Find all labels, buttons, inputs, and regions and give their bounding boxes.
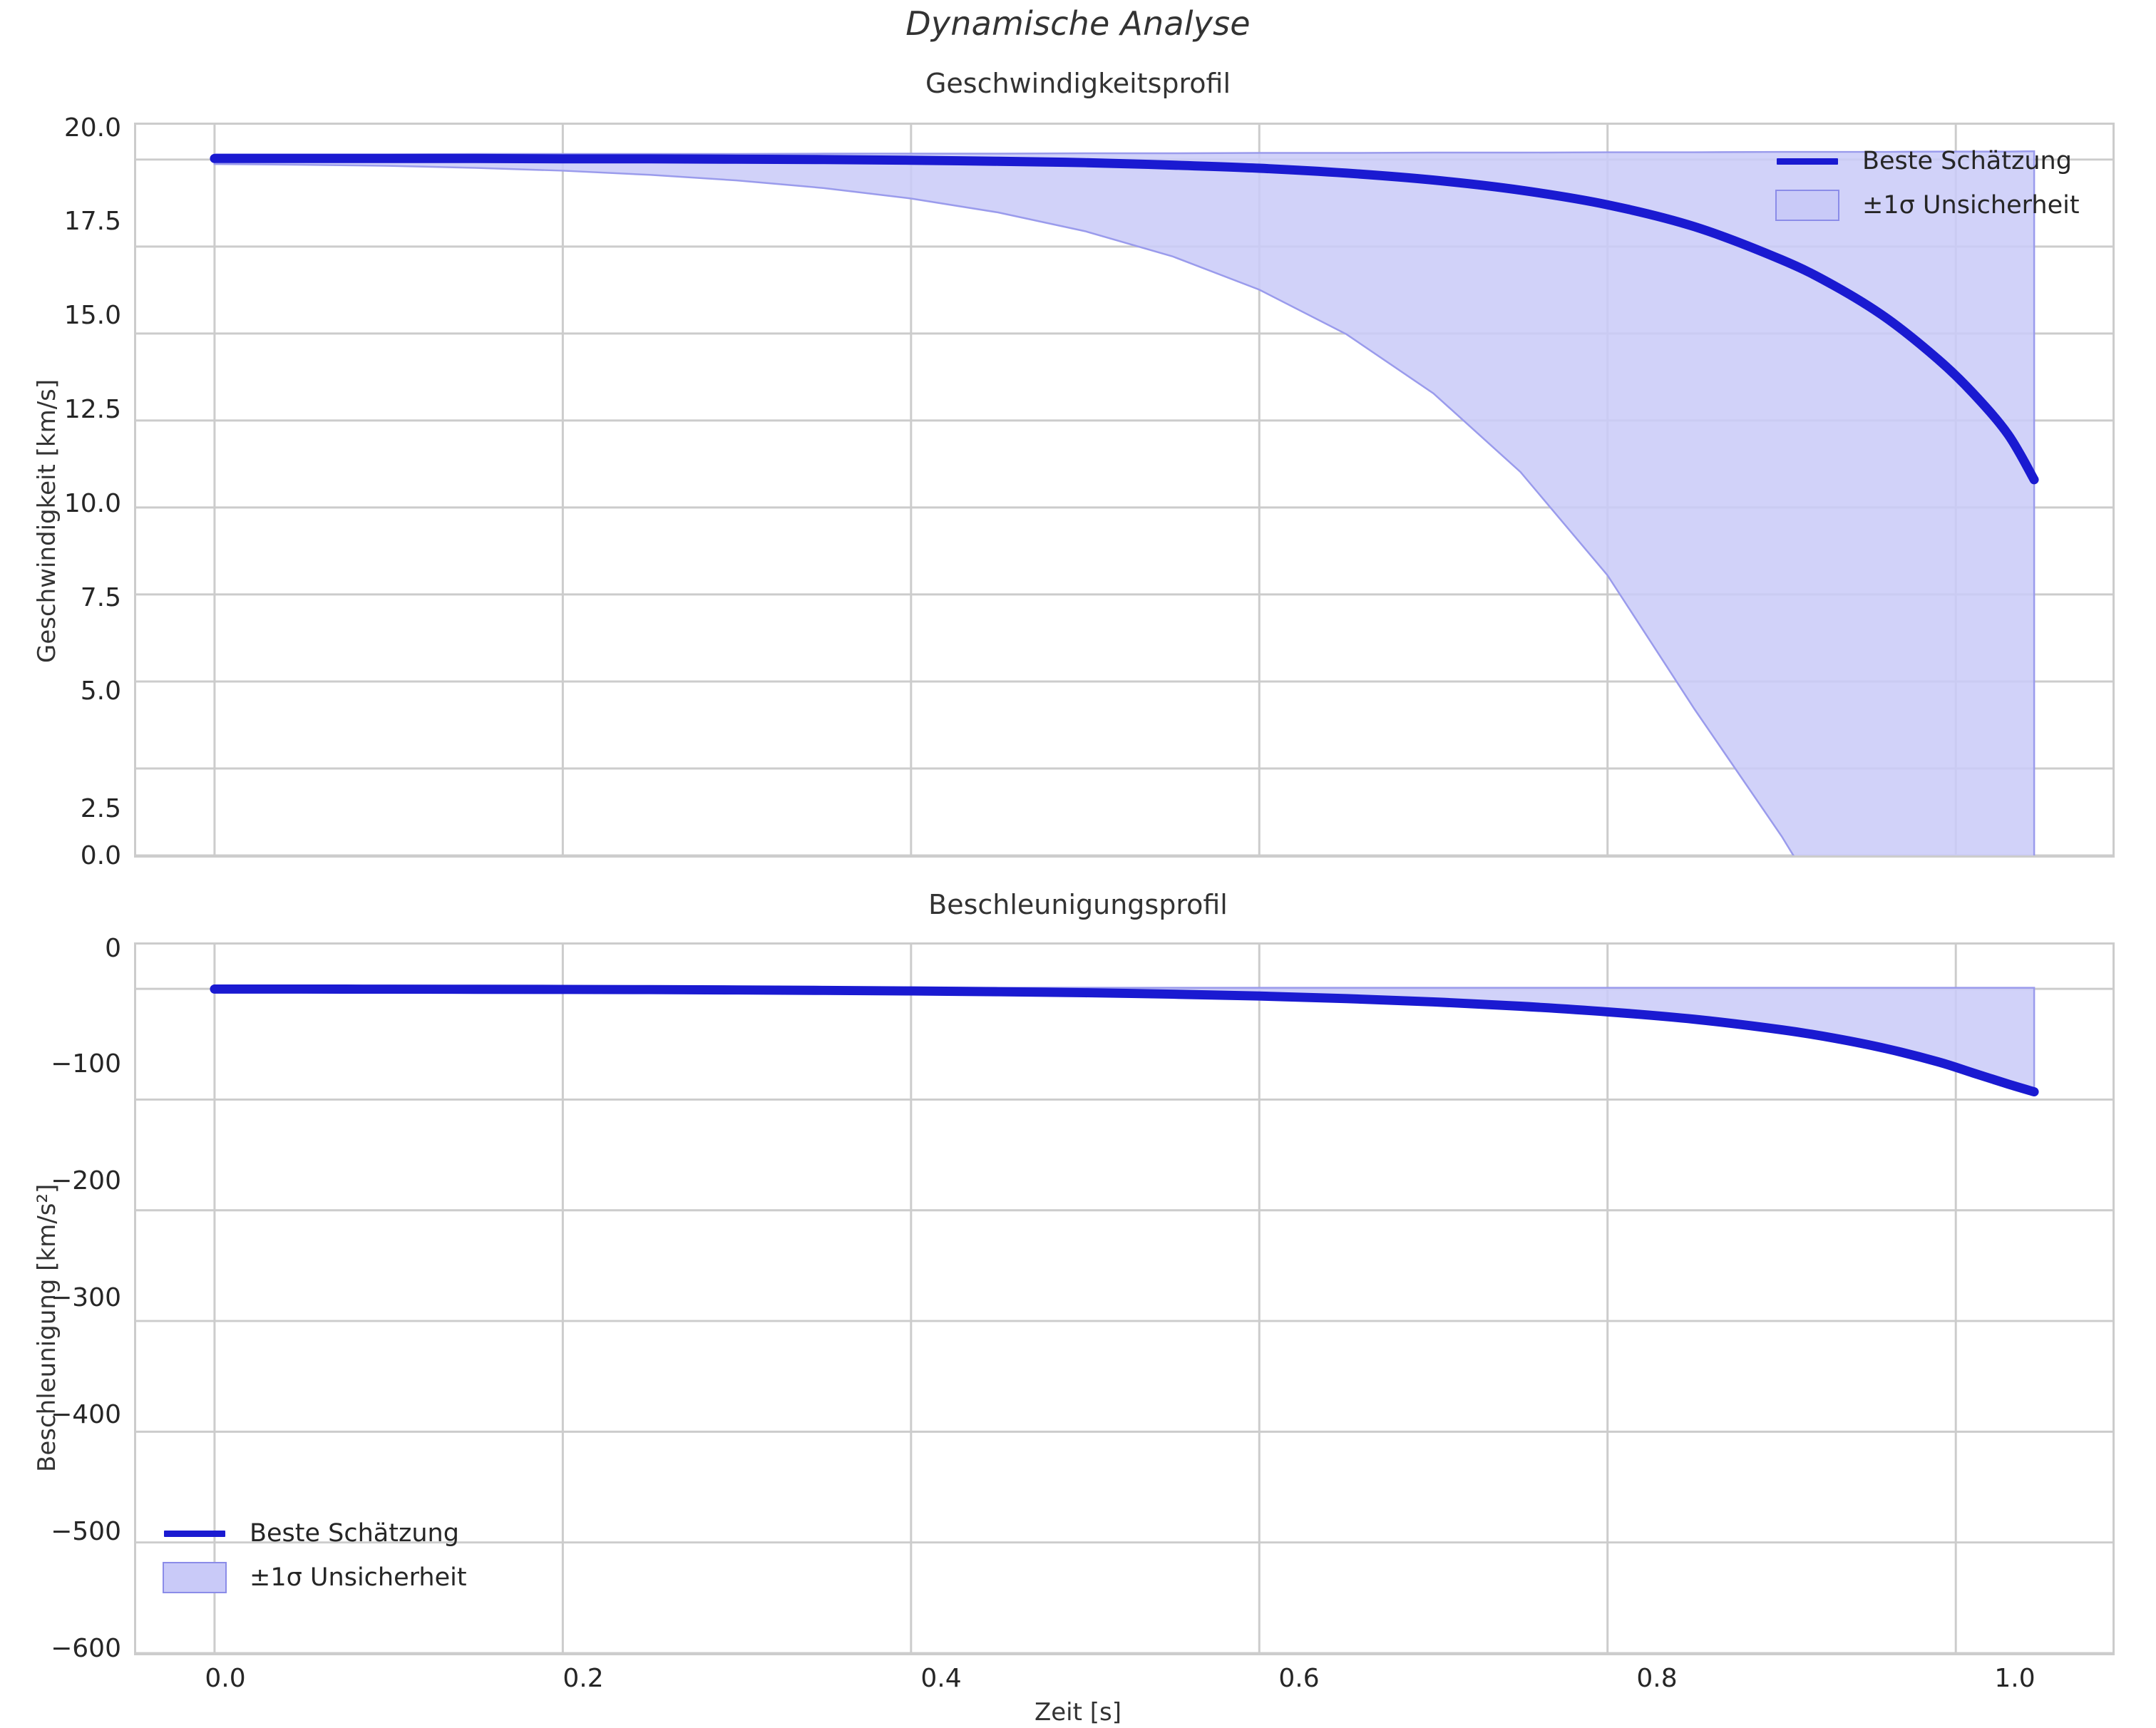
y-tick-label: −500 xyxy=(51,1517,121,1546)
plot-area-velocity[interactable] xyxy=(134,123,2115,858)
y-tick-label: −600 xyxy=(51,1634,121,1663)
legend-label-best-estimate: Beste Schätzung xyxy=(1862,147,2072,175)
legend-item-best-estimate[interactable]: Beste Schätzung xyxy=(155,1511,467,1555)
legend-label-uncertainty: ±1σ Unsicherheit xyxy=(250,1563,467,1592)
plot-area-acceleration[interactable] xyxy=(134,942,2115,1655)
legend-band-swatch xyxy=(155,1562,234,1593)
x-axis-label: Zeit [s] xyxy=(1034,1698,1122,1727)
legend-item-uncertainty[interactable]: ±1σ Unsicherheit xyxy=(1768,183,2080,227)
axes-title-acceleration: Beschleunigungsprofil xyxy=(928,889,1228,920)
legend-velocity[interactable]: Beste Schätzung ±1σ Unsicherheit xyxy=(1768,139,2080,227)
legend-acceleration[interactable]: Beste Schätzung ±1σ Unsicherheit xyxy=(155,1511,467,1600)
axes-title-velocity: Geschwindigkeitsprofil xyxy=(925,68,1231,99)
y-tick-label: 7.5 xyxy=(80,583,121,612)
y-tick-label: −300 xyxy=(51,1283,121,1312)
y-tick-label: 5.0 xyxy=(80,677,121,706)
y-tick-label: −200 xyxy=(51,1166,121,1195)
x-tick-label: 0.0 xyxy=(205,1664,246,1693)
y-tick-label: 20.0 xyxy=(63,113,121,143)
y-tick-label: −100 xyxy=(51,1049,121,1079)
x-tick-label: 0.2 xyxy=(563,1664,604,1693)
x-tick-label: 0.4 xyxy=(920,1664,962,1693)
legend-line-swatch xyxy=(155,1530,234,1537)
y-tick-label: 15.0 xyxy=(63,301,121,330)
x-tick-label: 0.8 xyxy=(1636,1664,1678,1693)
plot-clip-velocity xyxy=(136,125,2113,855)
y-tick-label: 17.5 xyxy=(63,207,121,236)
legend-item-uncertainty[interactable]: ±1σ Unsicherheit xyxy=(155,1555,467,1600)
plot-clip-acceleration xyxy=(136,945,2113,1653)
legend-label-best-estimate: Beste Schätzung xyxy=(250,1519,459,1548)
y-tick-label: −400 xyxy=(51,1400,121,1429)
velocity-profile-svg xyxy=(136,125,2113,855)
y-tick-label: 0 xyxy=(105,934,121,963)
y-tick-label: 2.5 xyxy=(80,794,121,823)
legend-label-uncertainty: ±1σ Unsicherheit xyxy=(1862,191,2080,220)
legend-band-swatch xyxy=(1768,190,1847,221)
y-tick-label: 10.0 xyxy=(63,489,121,518)
figure-suptitle: Dynamische Analyse xyxy=(905,4,1251,43)
y-tick-label: 0.0 xyxy=(80,841,121,870)
x-tick-label: 1.0 xyxy=(1994,1664,2036,1693)
x-tick-label: 0.6 xyxy=(1278,1664,1320,1693)
legend-item-best-estimate[interactable]: Beste Schätzung xyxy=(1768,139,2080,183)
y-tick-label: 12.5 xyxy=(63,395,121,424)
acceleration-profile-svg xyxy=(136,945,2113,1653)
legend-line-swatch xyxy=(1768,158,1847,165)
